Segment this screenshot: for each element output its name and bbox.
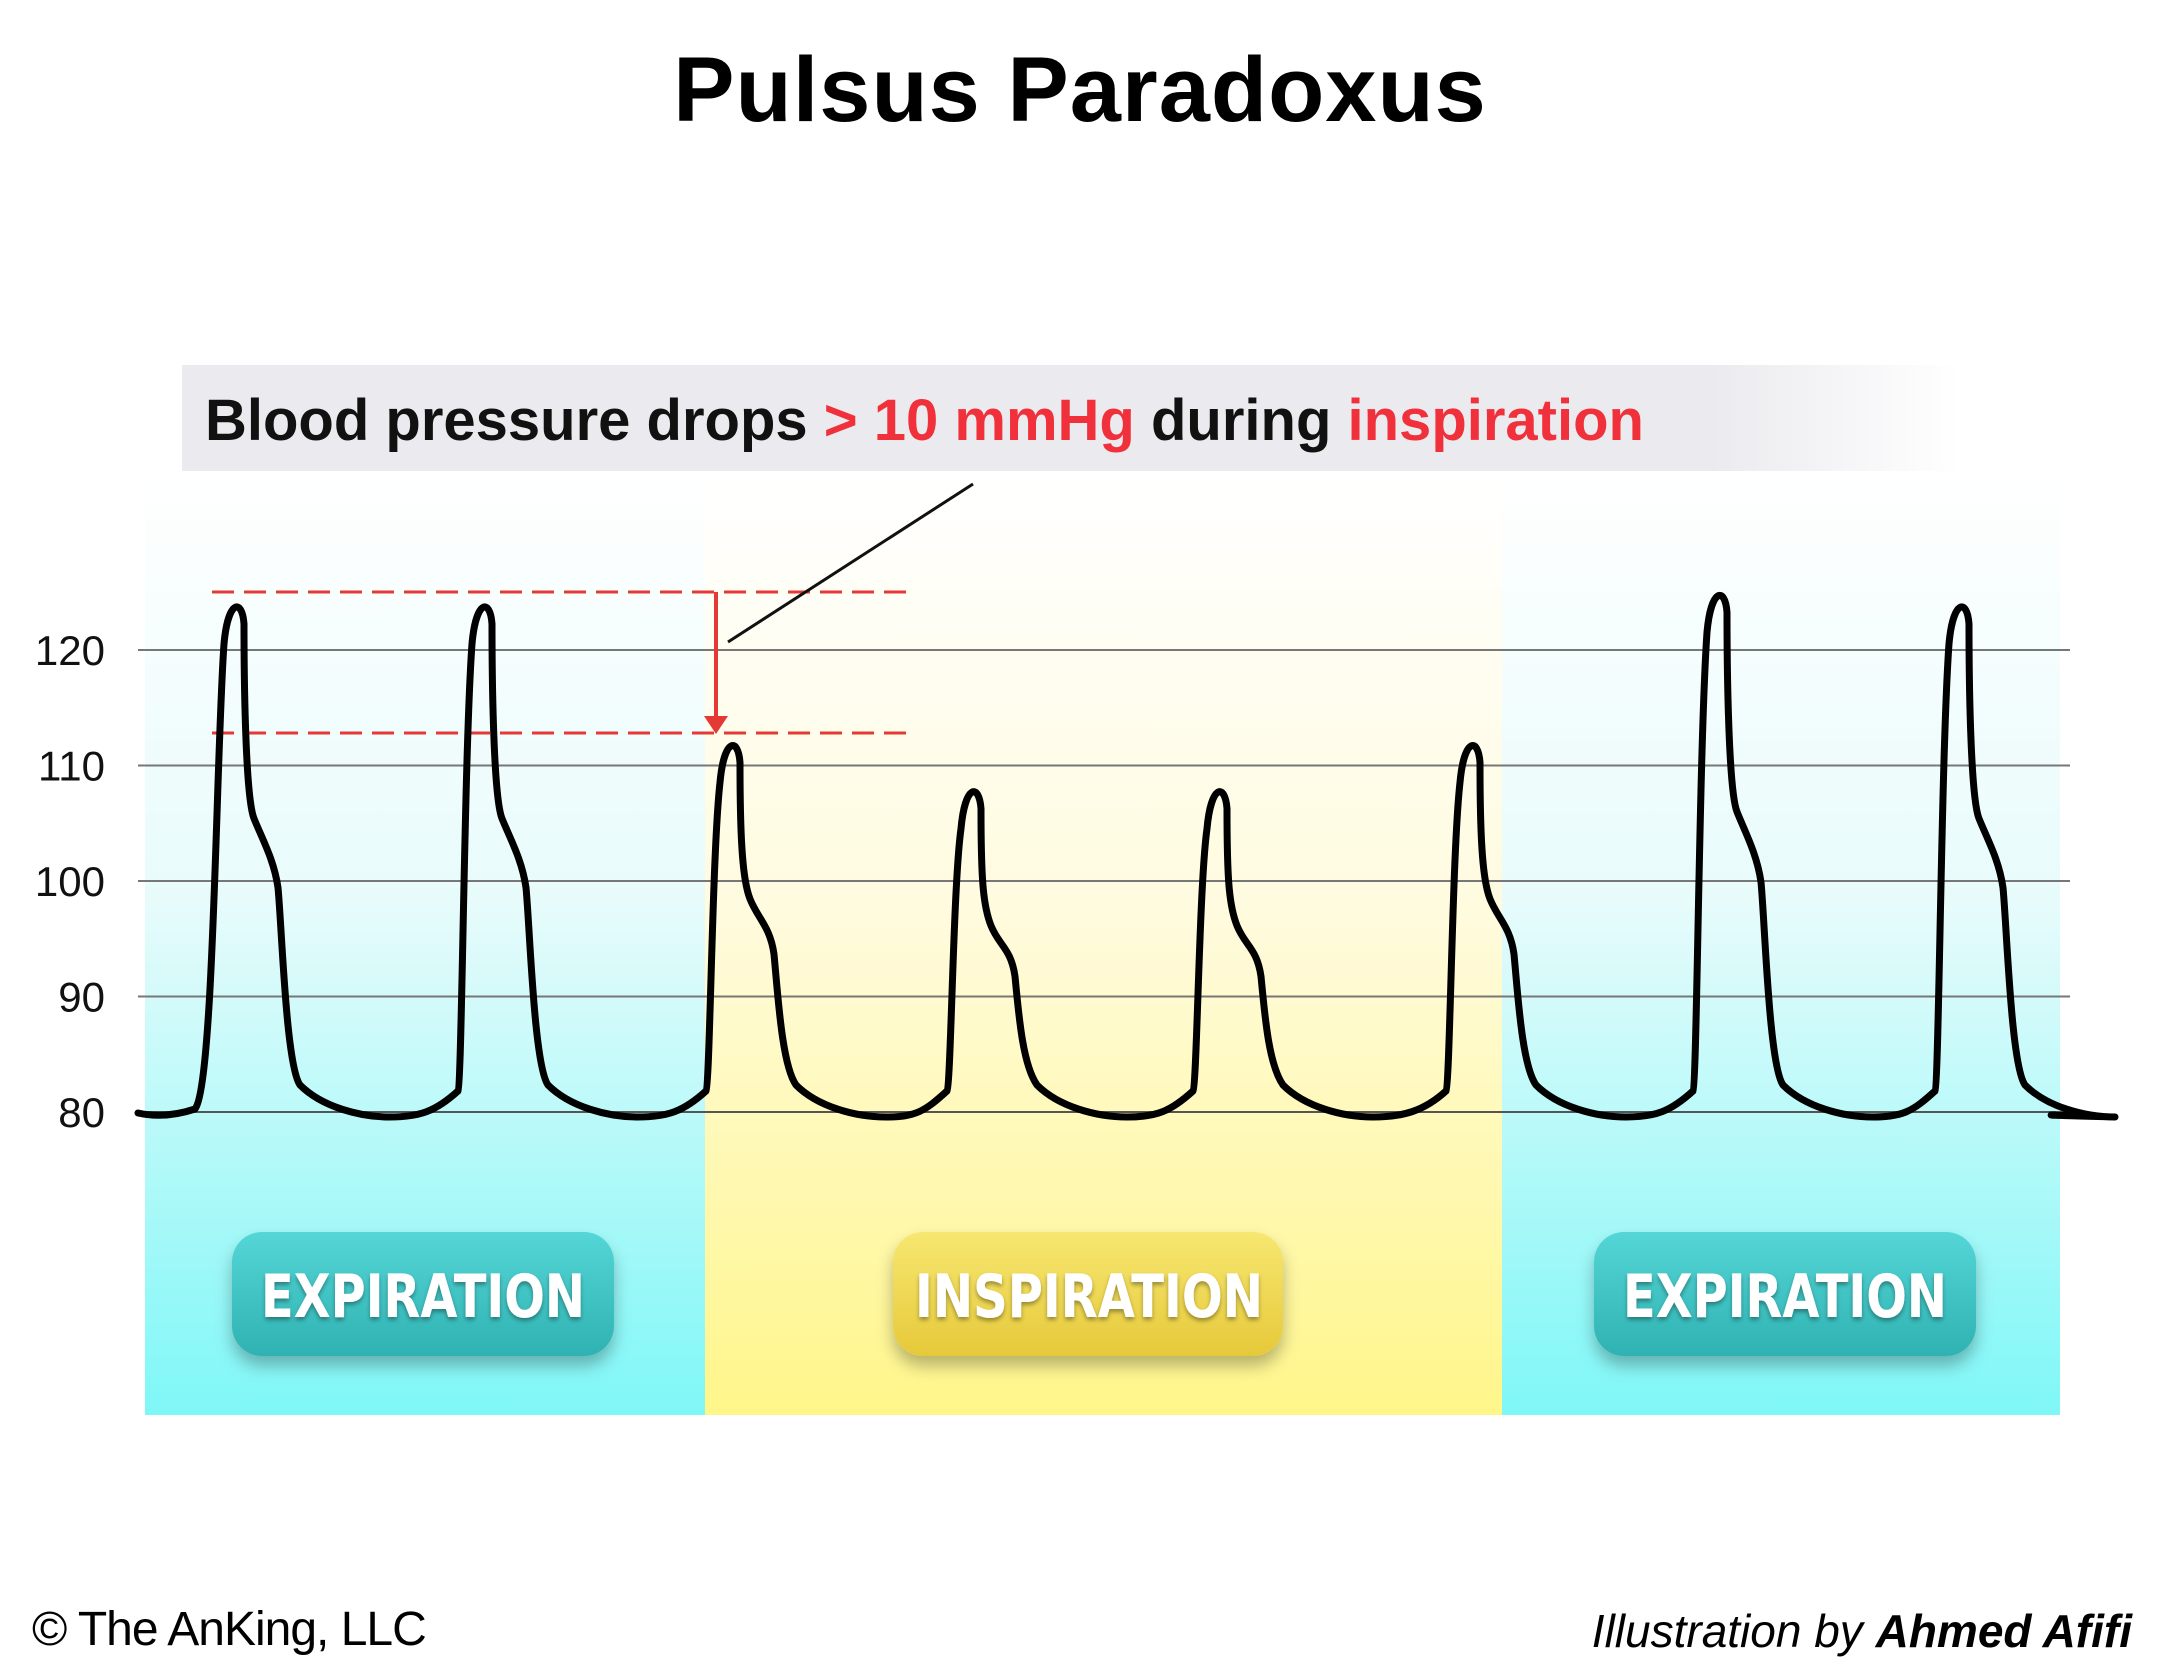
callout-text: Blood pressure drops > 10 mmHg during in… (205, 388, 1644, 453)
credit-prefix: Illustration by (1591, 1605, 1863, 1657)
credit-name: Ahmed Afifi (1875, 1605, 2132, 1657)
badge-expiration-right: EXPIRATION (1594, 1232, 1976, 1356)
y-tick-label: 120 (35, 627, 105, 674)
callout-box (182, 365, 1962, 471)
y-axis-ticks: 120 110 100 90 80 (35, 627, 105, 1136)
callout-middle: during (1151, 388, 1331, 453)
badge-inspiration: INSPIRATION (893, 1232, 1283, 1356)
callout-prefix: Blood pressure drops (205, 388, 808, 453)
callout-pointer (727, 482, 974, 644)
badge-expiration-right-label: EXPIRATION (1623, 1262, 1947, 1332)
y-tick-label: 80 (58, 1089, 105, 1136)
pressure-waveform (134, 591, 2119, 1121)
y-tick-label: 100 (35, 858, 105, 905)
callout-phase: inspiration (1348, 388, 1644, 453)
badge-expiration-left: EXPIRATION (232, 1232, 614, 1356)
callout-threshold: > 10 mmHg (824, 388, 1135, 453)
copyright-notice: © The AnKing, LLC (32, 1603, 427, 1656)
badge-expiration-left-label: EXPIRATION (261, 1262, 585, 1332)
badge-inspiration-label: INSPIRATION (915, 1262, 1263, 1332)
y-tick-label: 90 (58, 974, 105, 1021)
illustration-credit: Illustration by Ahmed Afifi (1592, 1604, 2132, 1658)
page-title: Pulsus Paradoxus (673, 39, 1487, 141)
drop-arrow-head (704, 716, 728, 734)
y-tick-label: 110 (38, 743, 105, 790)
